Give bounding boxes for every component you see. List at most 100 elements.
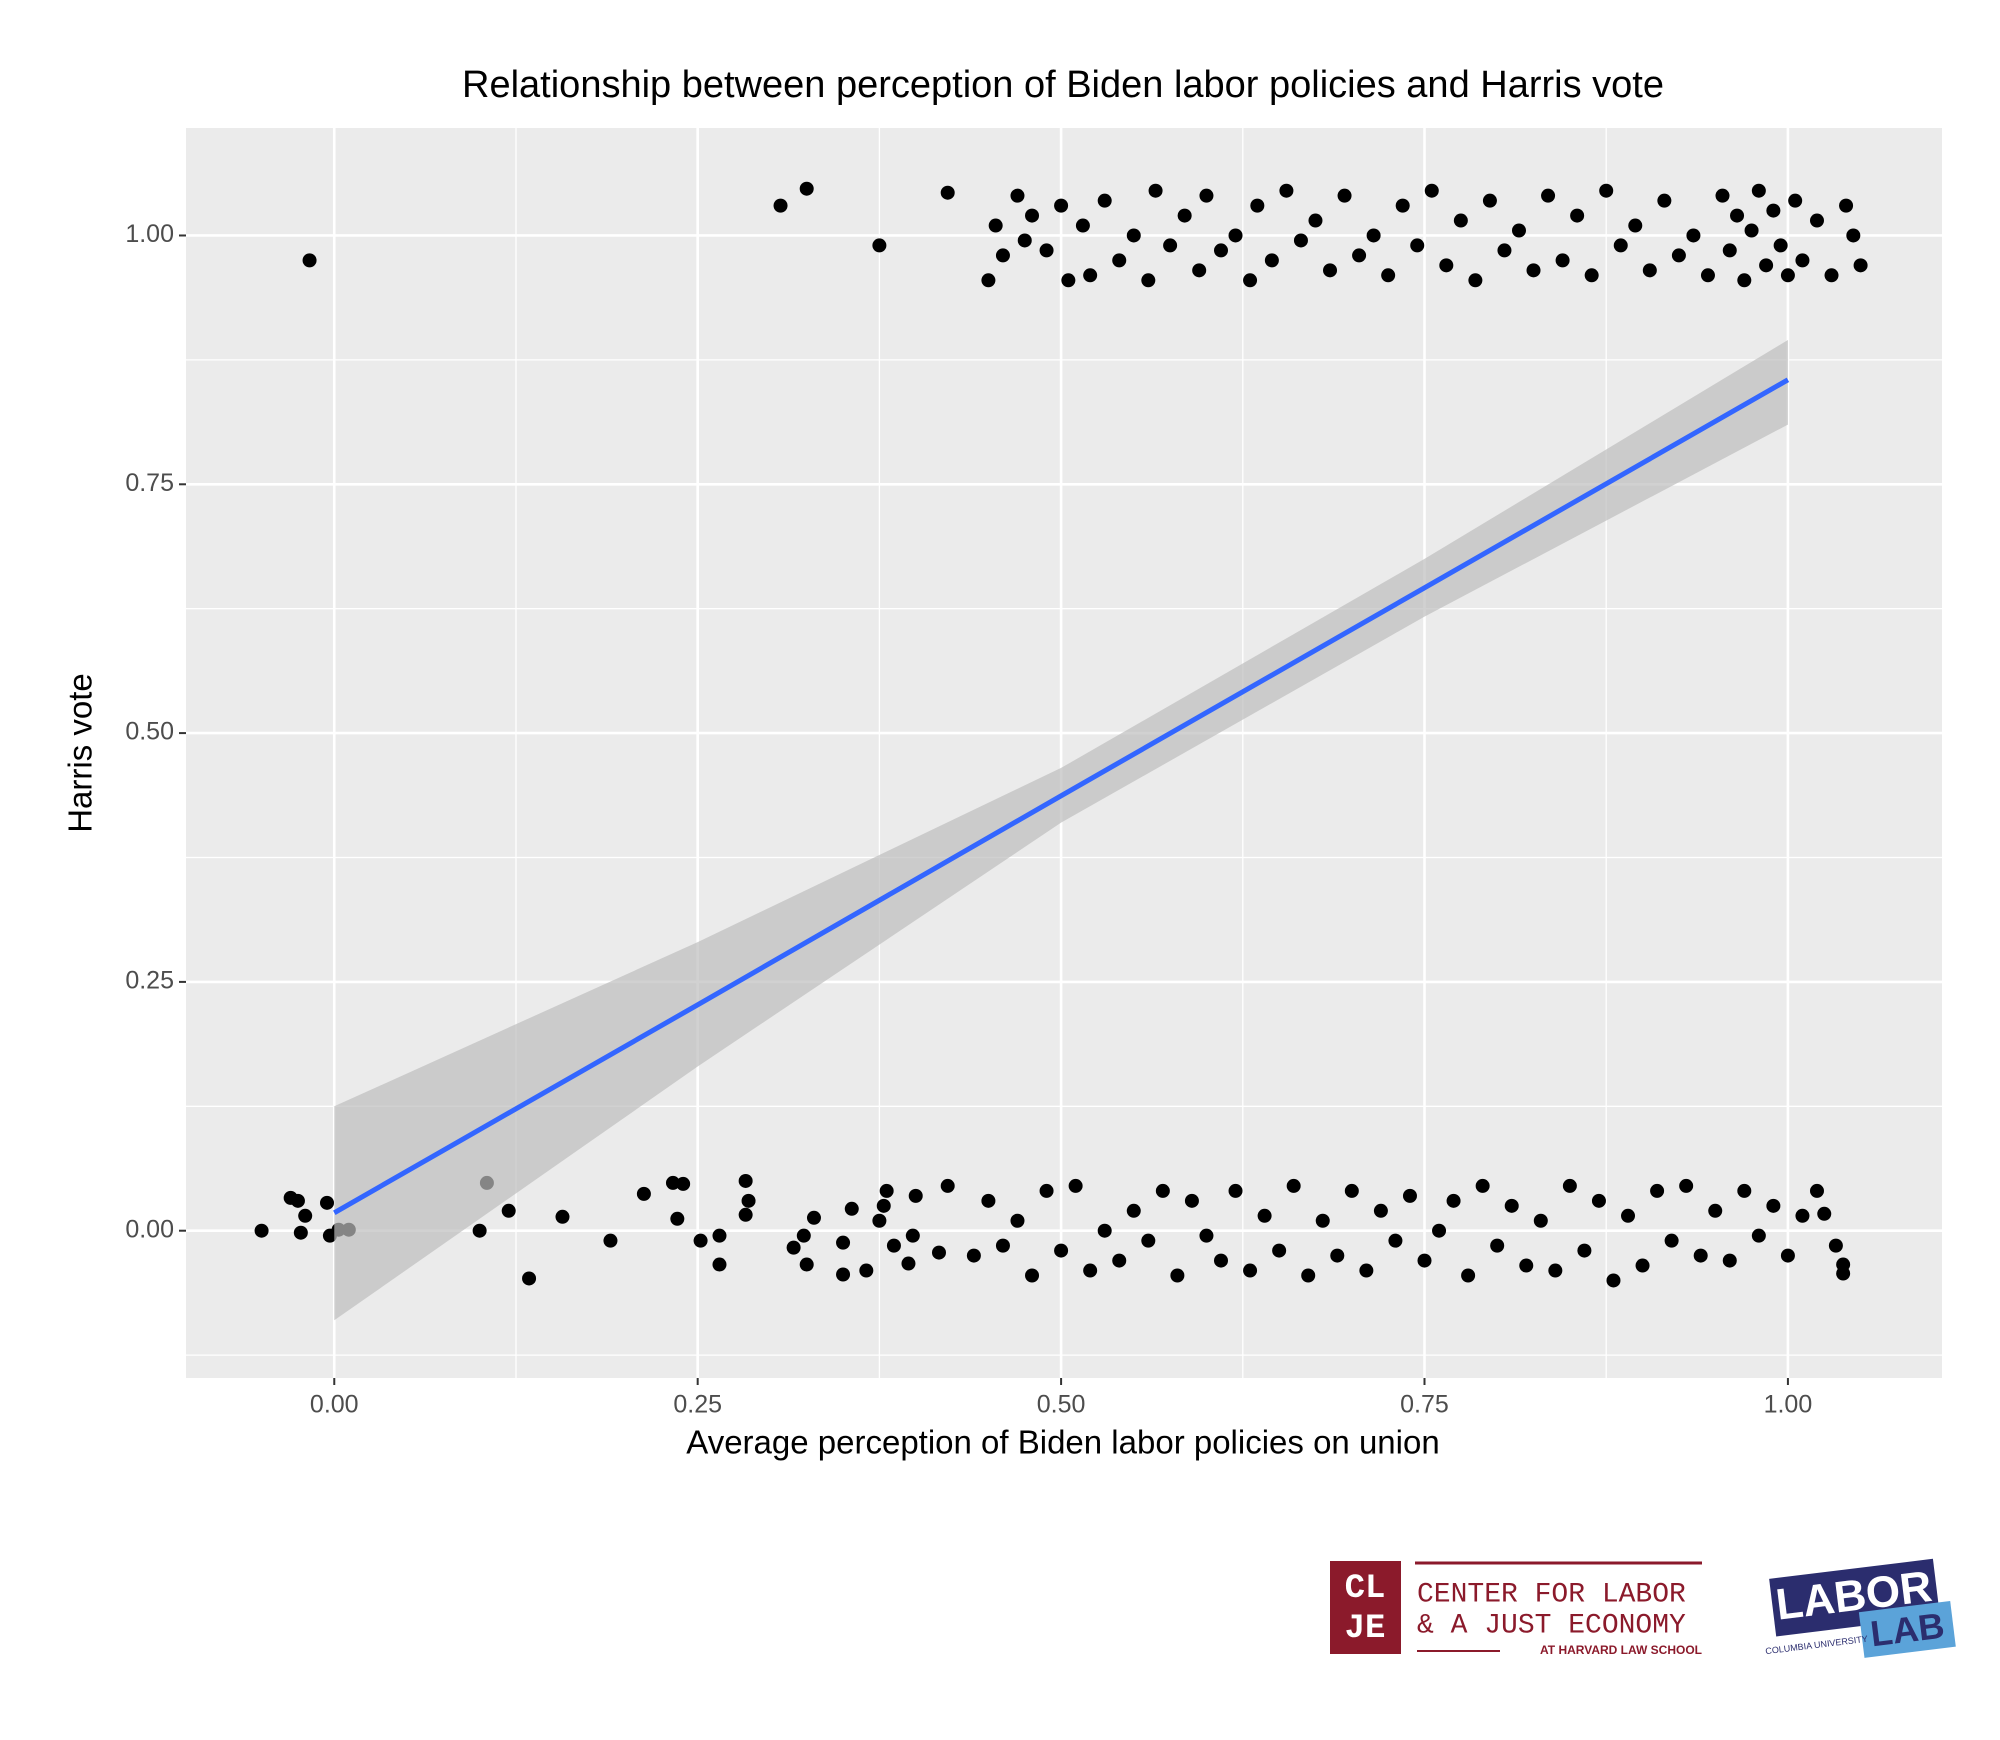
point: [1686, 228, 1701, 243]
point: [1112, 1253, 1127, 1268]
point: [1744, 223, 1759, 238]
point: [1402, 1188, 1417, 1203]
point: [1737, 273, 1752, 288]
point: [1679, 1178, 1694, 1193]
point: [1228, 1183, 1243, 1198]
point: [1083, 268, 1098, 283]
point: [741, 1193, 756, 1208]
point: [603, 1233, 618, 1248]
point: [1795, 253, 1810, 268]
point: [1126, 1203, 1141, 1218]
point: [1730, 208, 1745, 223]
point: [1751, 183, 1766, 198]
point: [1577, 1243, 1592, 1258]
point: [1315, 1213, 1330, 1228]
point: [836, 1267, 851, 1282]
point: [1010, 1213, 1025, 1228]
point: [1766, 1198, 1781, 1213]
point: [320, 1195, 335, 1210]
point: [872, 238, 887, 253]
point: [1148, 183, 1163, 198]
point: [1453, 213, 1468, 228]
x-tick-label: 0.75: [1400, 1391, 1449, 1419]
point: [1061, 273, 1076, 288]
point: [966, 1248, 981, 1263]
point: [1264, 253, 1279, 268]
point: [1795, 1208, 1810, 1223]
point: [1555, 253, 1570, 268]
point: [844, 1201, 859, 1216]
y-tick-label: 0.00: [125, 1215, 174, 1243]
point: [298, 1208, 313, 1223]
point: [1642, 263, 1657, 278]
point: [1824, 268, 1839, 283]
point: [1293, 233, 1308, 248]
point: [1337, 188, 1352, 203]
point: [806, 1210, 821, 1225]
point: [1606, 1273, 1621, 1288]
point: [1853, 258, 1868, 273]
point: [1766, 203, 1781, 218]
point: [1700, 268, 1715, 283]
point: [1141, 1233, 1156, 1248]
point: [1344, 1183, 1359, 1198]
point: [501, 1203, 516, 1218]
point: [1828, 1238, 1843, 1253]
point: [1395, 198, 1410, 213]
point: [1780, 1248, 1795, 1263]
point: [981, 1193, 996, 1208]
point: [796, 1228, 811, 1243]
point: [1490, 1238, 1505, 1253]
point: [1025, 1268, 1040, 1283]
point: [1809, 213, 1824, 228]
point: [1657, 193, 1672, 208]
point: [1562, 1178, 1577, 1193]
point: [1097, 193, 1112, 208]
point: [555, 1209, 570, 1224]
point: [738, 1173, 753, 1188]
point: [1381, 268, 1396, 283]
x-tick-label: 0.50: [1037, 1391, 1086, 1419]
point: [872, 1213, 887, 1228]
x-tick-label: 1.00: [1764, 1391, 1813, 1419]
point: [1184, 1193, 1199, 1208]
point: [1722, 1253, 1737, 1268]
point: [1759, 258, 1774, 273]
x-axis-label: Average perception of Biden labor polici…: [686, 1424, 1439, 1461]
point: [1584, 268, 1599, 283]
point: [1715, 188, 1730, 203]
point: [1570, 208, 1585, 223]
point: [1519, 1258, 1534, 1273]
point: [472, 1223, 487, 1238]
point: [876, 1198, 891, 1213]
point: [1461, 1268, 1476, 1283]
point: [1213, 243, 1228, 258]
point: [1199, 188, 1214, 203]
point: [293, 1225, 308, 1240]
point: [712, 1228, 727, 1243]
point: [1432, 1223, 1447, 1238]
point: [1410, 238, 1425, 253]
point: [676, 1176, 691, 1191]
point: [995, 248, 1010, 263]
point: [1482, 193, 1497, 208]
point: [636, 1186, 651, 1201]
x-tick-label: 0.25: [673, 1391, 722, 1419]
point: [1097, 1223, 1112, 1238]
point: [738, 1207, 753, 1222]
point: [981, 273, 996, 288]
point: [1788, 193, 1803, 208]
y-tick-label: 0.50: [125, 718, 174, 746]
clje-name: & A JUST ECONOMY: [1417, 1610, 1686, 1641]
point: [1693, 1248, 1708, 1263]
point: [1257, 1208, 1272, 1223]
point: [1075, 218, 1090, 233]
fit-line: [333, 377, 1790, 1215]
point: [1170, 1268, 1185, 1283]
point: [786, 1240, 801, 1255]
point: [1446, 1193, 1461, 1208]
point: [1650, 1183, 1665, 1198]
point: [1323, 263, 1338, 278]
point: [1025, 208, 1040, 223]
point: [799, 1257, 814, 1272]
